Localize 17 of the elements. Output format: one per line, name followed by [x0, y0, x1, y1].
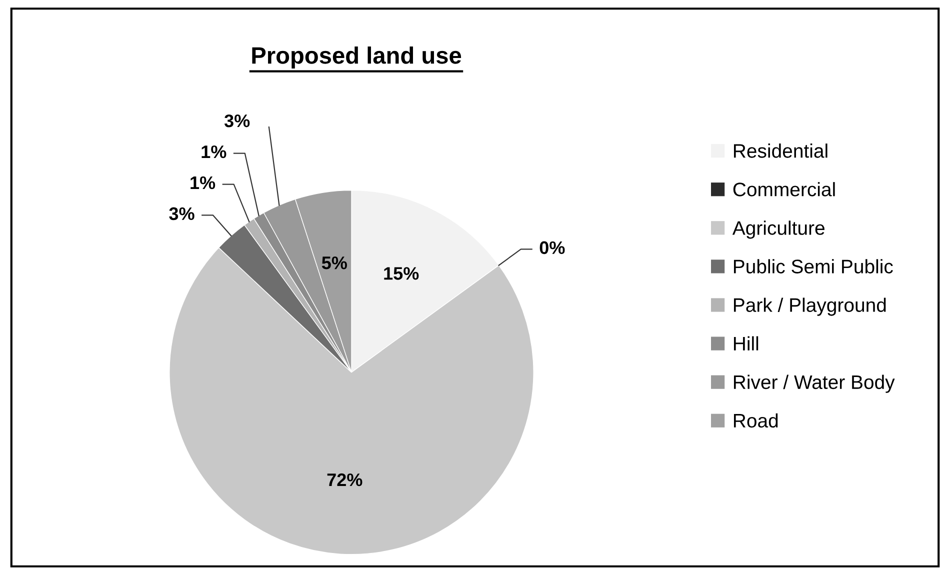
chart-title: Proposed land use	[252, 46, 462, 69]
legend-label: Park / Playground	[734, 298, 886, 316]
text: 0%	[540, 241, 565, 254]
legend-label: Residential	[734, 144, 828, 158]
data-label: 15%	[384, 267, 419, 280]
legend-label: Road	[734, 413, 778, 428]
legend-label: Agriculture	[732, 220, 824, 239]
legend-label: River / Water Body	[734, 374, 895, 393]
legend-label: Public Semi Public	[734, 259, 893, 274]
data-label: 3%	[224, 114, 250, 128]
legend-label: Hill	[734, 336, 758, 350]
data-label: 1%	[190, 176, 216, 190]
legend-label: Commercial	[733, 182, 835, 196]
data-label: 1%	[202, 145, 226, 158]
data-label: 72%	[327, 473, 362, 486]
data-label: 5%	[322, 256, 347, 270]
data-label: 3%	[169, 207, 194, 220]
